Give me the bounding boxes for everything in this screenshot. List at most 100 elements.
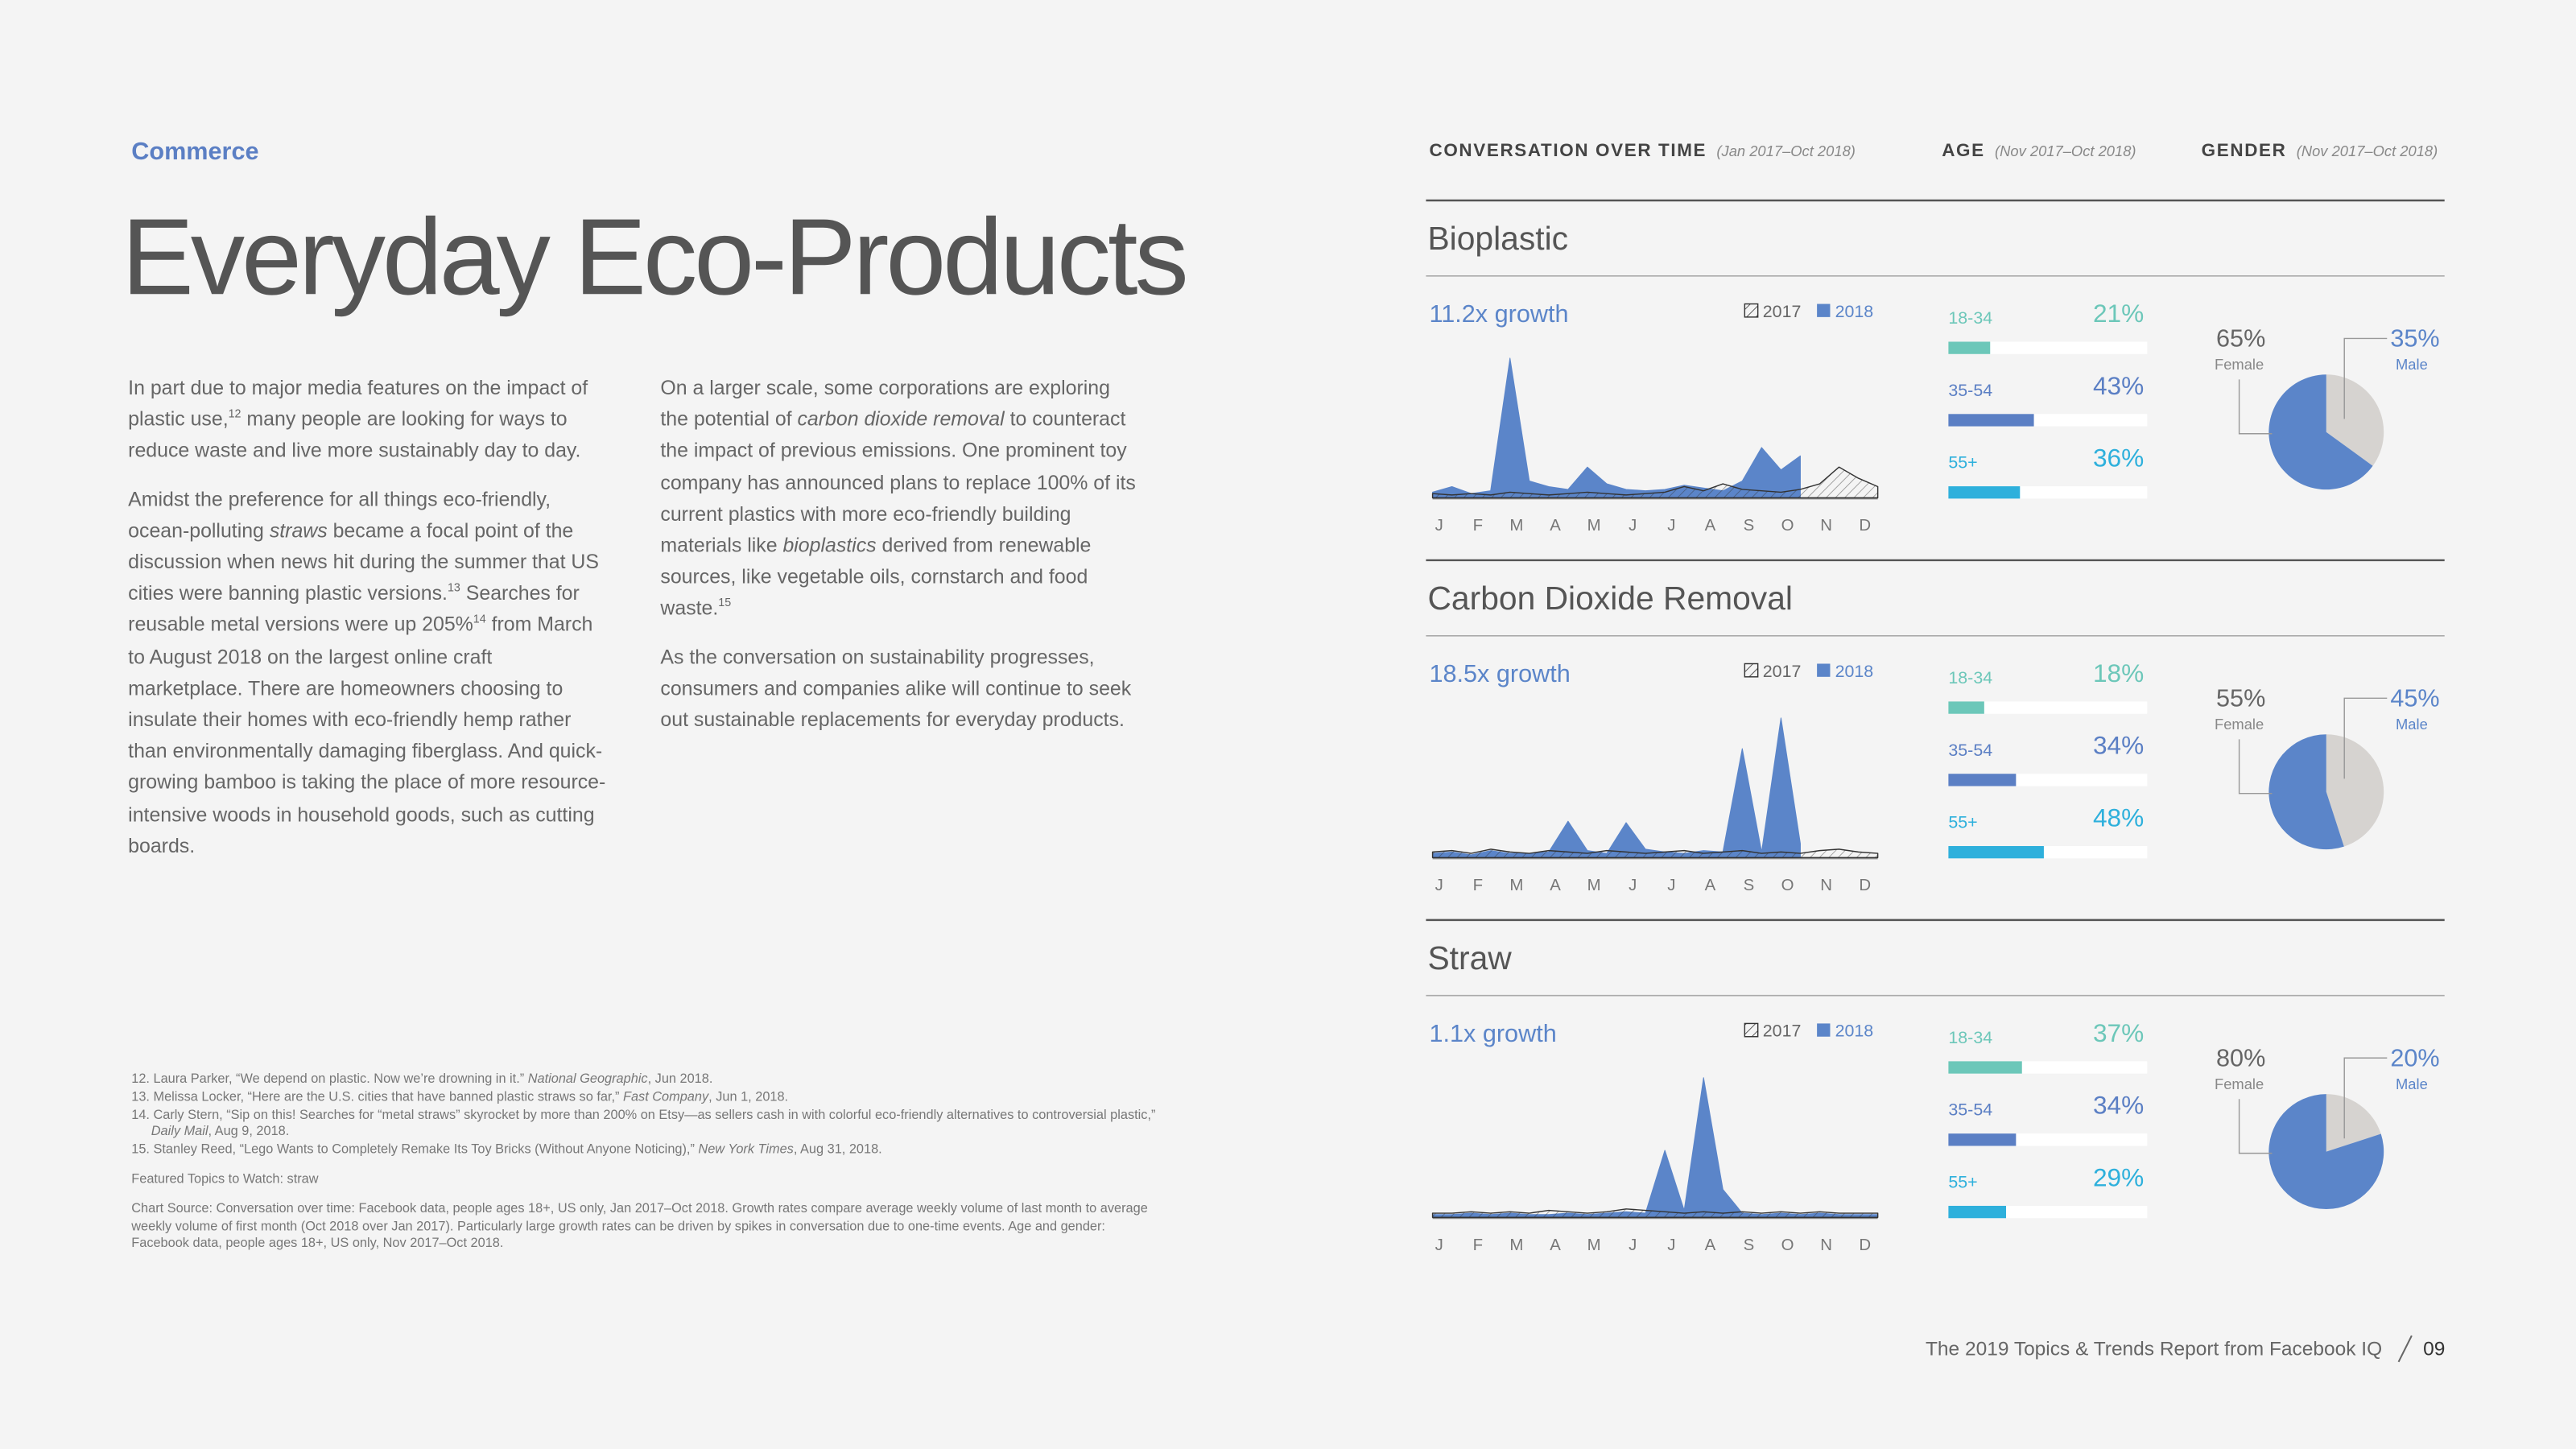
footnote: 14. Carly Stern, “Sip on this! Searches …: [131, 1107, 1158, 1142]
age-bar: [1948, 1133, 2017, 1146]
pie-label: Male: [2396, 716, 2428, 733]
topic-name: Straw: [1427, 939, 1512, 976]
text: 15. Stanley Reed, “Lego Wants to Complet…: [131, 1141, 699, 1158]
x-tick-label: S: [1744, 877, 1755, 894]
area-series: [1432, 1077, 1879, 1218]
age-label: 18-34: [1948, 308, 1992, 328]
text: Amidst the preference for all things eco…: [128, 487, 551, 543]
legend-swatch: [1744, 303, 1759, 318]
footer-slash: [2397, 1335, 2413, 1363]
growth-label: 1.1x growth: [1429, 1020, 1556, 1047]
x-tick-label: F: [1473, 517, 1483, 535]
pie-slice: [2326, 734, 2384, 847]
age-label: 35-54: [1948, 1100, 1992, 1120]
pie-slice: [2268, 1094, 2384, 1210]
pie-label: Female: [2215, 716, 2264, 733]
legend-swatch: [1744, 663, 1759, 678]
x-tick-label: F: [1473, 1236, 1483, 1254]
x-tick-label: J: [1629, 877, 1637, 894]
text: became a focal point of the discussion w…: [128, 518, 599, 605]
text: , Aug 9, 2018.: [208, 1124, 290, 1140]
x-tick-label: A: [1550, 877, 1561, 894]
x-tick-label: O: [1781, 877, 1794, 894]
text: derived from renewable sources, like veg…: [660, 534, 1092, 621]
x-tick-label: J: [1435, 1236, 1443, 1254]
footnote: 13. Melissa Locker, “Here are the U.S. c…: [131, 1089, 1158, 1107]
leader-line: [2238, 1099, 2273, 1154]
leader-line: [2238, 739, 2273, 795]
x-tick-label: F: [1473, 877, 1483, 894]
text: straws: [269, 518, 328, 543]
column-header-note: (Nov 2017–Oct 2018): [2297, 142, 2438, 159]
footnote: 15. Stanley Reed, “Lego Wants to Complet…: [131, 1142, 1158, 1160]
text: , Jun 1, 2018.: [708, 1088, 789, 1104]
legend-label: 2018: [1835, 662, 1874, 681]
x-tick-label: M: [1509, 877, 1523, 894]
text: In part due to major media features on t…: [128, 376, 588, 431]
area-series: [1431, 1208, 1879, 1218]
pie-value: 80%: [2216, 1044, 2265, 1071]
area-series: [1432, 357, 1801, 498]
growth-label: 18.5x growth: [1429, 660, 1570, 687]
paragraph: On a larger scale, some corporations are…: [660, 373, 1140, 625]
leader-line: [2343, 1057, 2388, 1139]
pie-value: 20%: [2390, 1044, 2439, 1071]
footnote: 12. Laura Parker, “We depend on plastic.…: [131, 1071, 1158, 1089]
x-tick-label: S: [1744, 517, 1755, 535]
age-bar: [1948, 1205, 2007, 1219]
age-label: 55+: [1948, 1172, 1977, 1191]
legend-label: 2017: [1763, 1022, 1802, 1041]
age-bar: [1948, 341, 1991, 354]
text: , Jun 2018.: [647, 1071, 713, 1086]
legend-label: 2017: [1763, 302, 1802, 321]
pie-slice: [2268, 734, 2344, 850]
x-tick-label: O: [1781, 1236, 1794, 1254]
pie-value: 55%: [2216, 685, 2265, 712]
age-value: 34%: [2093, 1091, 2144, 1120]
footnote-ref: 15: [718, 598, 732, 610]
text: many people are looking for ways to redu…: [128, 407, 581, 463]
paragraph: In part due to major media features on t…: [128, 373, 608, 468]
pie-value: 45%: [2390, 685, 2439, 712]
text: Searches for reusable metal versions wer…: [128, 581, 580, 637]
section-label: Commerce: [131, 138, 259, 167]
age-value: 29%: [2093, 1162, 2144, 1191]
text: As the conversation on sustainability pr…: [660, 645, 1132, 732]
age-value: 18%: [2093, 658, 2144, 687]
pie-label: Male: [2396, 356, 2428, 373]
x-tick-label: N: [1820, 517, 1832, 535]
pie-slice: [2326, 374, 2384, 466]
legend-label: 2017: [1763, 662, 1802, 681]
text: 12. Laura Parker, “We depend on plastic.…: [131, 1071, 528, 1086]
chart-source: Chart Source: Conversation over time: Fa…: [131, 1200, 1148, 1251]
x-tick-label: A: [1705, 1236, 1716, 1254]
text-column: In part due to major media features on t…: [128, 373, 608, 879]
leader-line: [2343, 697, 2388, 779]
legend-swatch: [1744, 1022, 1759, 1038]
text: National Geographic: [527, 1071, 648, 1086]
x-tick-label: N: [1820, 1236, 1832, 1254]
paragraph: Amidst the preference for all things eco…: [128, 484, 608, 862]
column-header: CONVERSATION OVER TIME: [1429, 140, 1707, 160]
text-column: On a larger scale, some corporations are…: [660, 373, 1140, 753]
legend-swatch: [1817, 1023, 1831, 1037]
x-tick-label: A: [1705, 877, 1716, 894]
age-label: 55+: [1948, 453, 1977, 473]
x-tick-label: D: [1859, 1236, 1871, 1254]
page-title: Everyday Eco-Products: [122, 195, 1189, 317]
age-bar: [1948, 846, 2044, 859]
area-series: [1432, 717, 1801, 858]
x-tick-label: A: [1550, 1236, 1561, 1254]
text: New York Times: [698, 1141, 794, 1158]
x-tick-label: J: [1667, 877, 1675, 894]
featured-topics: Featured Topics to Watch: straw: [131, 1171, 319, 1187]
x-tick-label: D: [1859, 877, 1871, 894]
topic-name: Carbon Dioxide Removal: [1427, 580, 1793, 617]
age-value: 34%: [2093, 731, 2144, 760]
text: Daily Mail: [151, 1124, 208, 1140]
column-header-note: (Nov 2017–Oct 2018): [1995, 142, 2136, 159]
age-value: 36%: [2093, 444, 2144, 473]
age-label: 18-34: [1948, 1028, 1992, 1047]
